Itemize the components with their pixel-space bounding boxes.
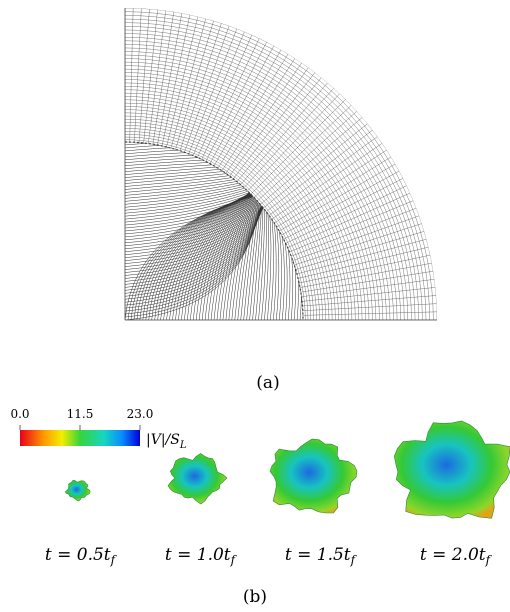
panel-b-caption: (b) bbox=[243, 587, 267, 607]
snapshot-caption: t = 1.5tf bbox=[285, 545, 358, 567]
colorbar-label: |V|/SL bbox=[146, 432, 187, 451]
figure: (a) 0.0 11.5 23.0 |V|/SL t = 0.5tft = 1.… bbox=[0, 0, 510, 612]
mesh bbox=[125, 8, 437, 320]
label-main: |V|/S bbox=[146, 432, 180, 448]
snapshot-caption: t = 0.5tf bbox=[45, 545, 118, 567]
colorbar bbox=[20, 430, 140, 446]
caption-subscript: f bbox=[110, 553, 118, 567]
colorbar-tick: 0.0 bbox=[10, 407, 29, 421]
caption-main: t = 0.5t bbox=[45, 545, 111, 565]
colorbar-ticks bbox=[20, 425, 140, 430]
flame-kernel bbox=[168, 454, 227, 505]
caption-subscript: f bbox=[350, 553, 358, 567]
panel-a-caption: (a) bbox=[256, 373, 279, 393]
caption-subscript: f bbox=[485, 553, 493, 567]
flame-kernel bbox=[65, 480, 90, 501]
colorbar-tick: 23.0 bbox=[127, 407, 154, 421]
page: {"panel_a": {"caption": "(a)"}, "panel_b… bbox=[0, 0, 510, 612]
caption-main: t = 2.0t bbox=[420, 545, 486, 565]
snapshot-caption: t = 2.0tf bbox=[420, 545, 493, 567]
colorbar-tick: 11.5 bbox=[67, 407, 94, 421]
caption-main: t = 1.5t bbox=[285, 545, 351, 565]
caption-main: t = 1.0t bbox=[165, 545, 231, 565]
flame-kernel bbox=[270, 439, 357, 513]
caption-subscript: f bbox=[230, 553, 238, 567]
flame-kernel bbox=[394, 421, 510, 518]
label-subscript: L bbox=[179, 440, 187, 451]
snapshot-caption: t = 1.0tf bbox=[165, 545, 238, 567]
